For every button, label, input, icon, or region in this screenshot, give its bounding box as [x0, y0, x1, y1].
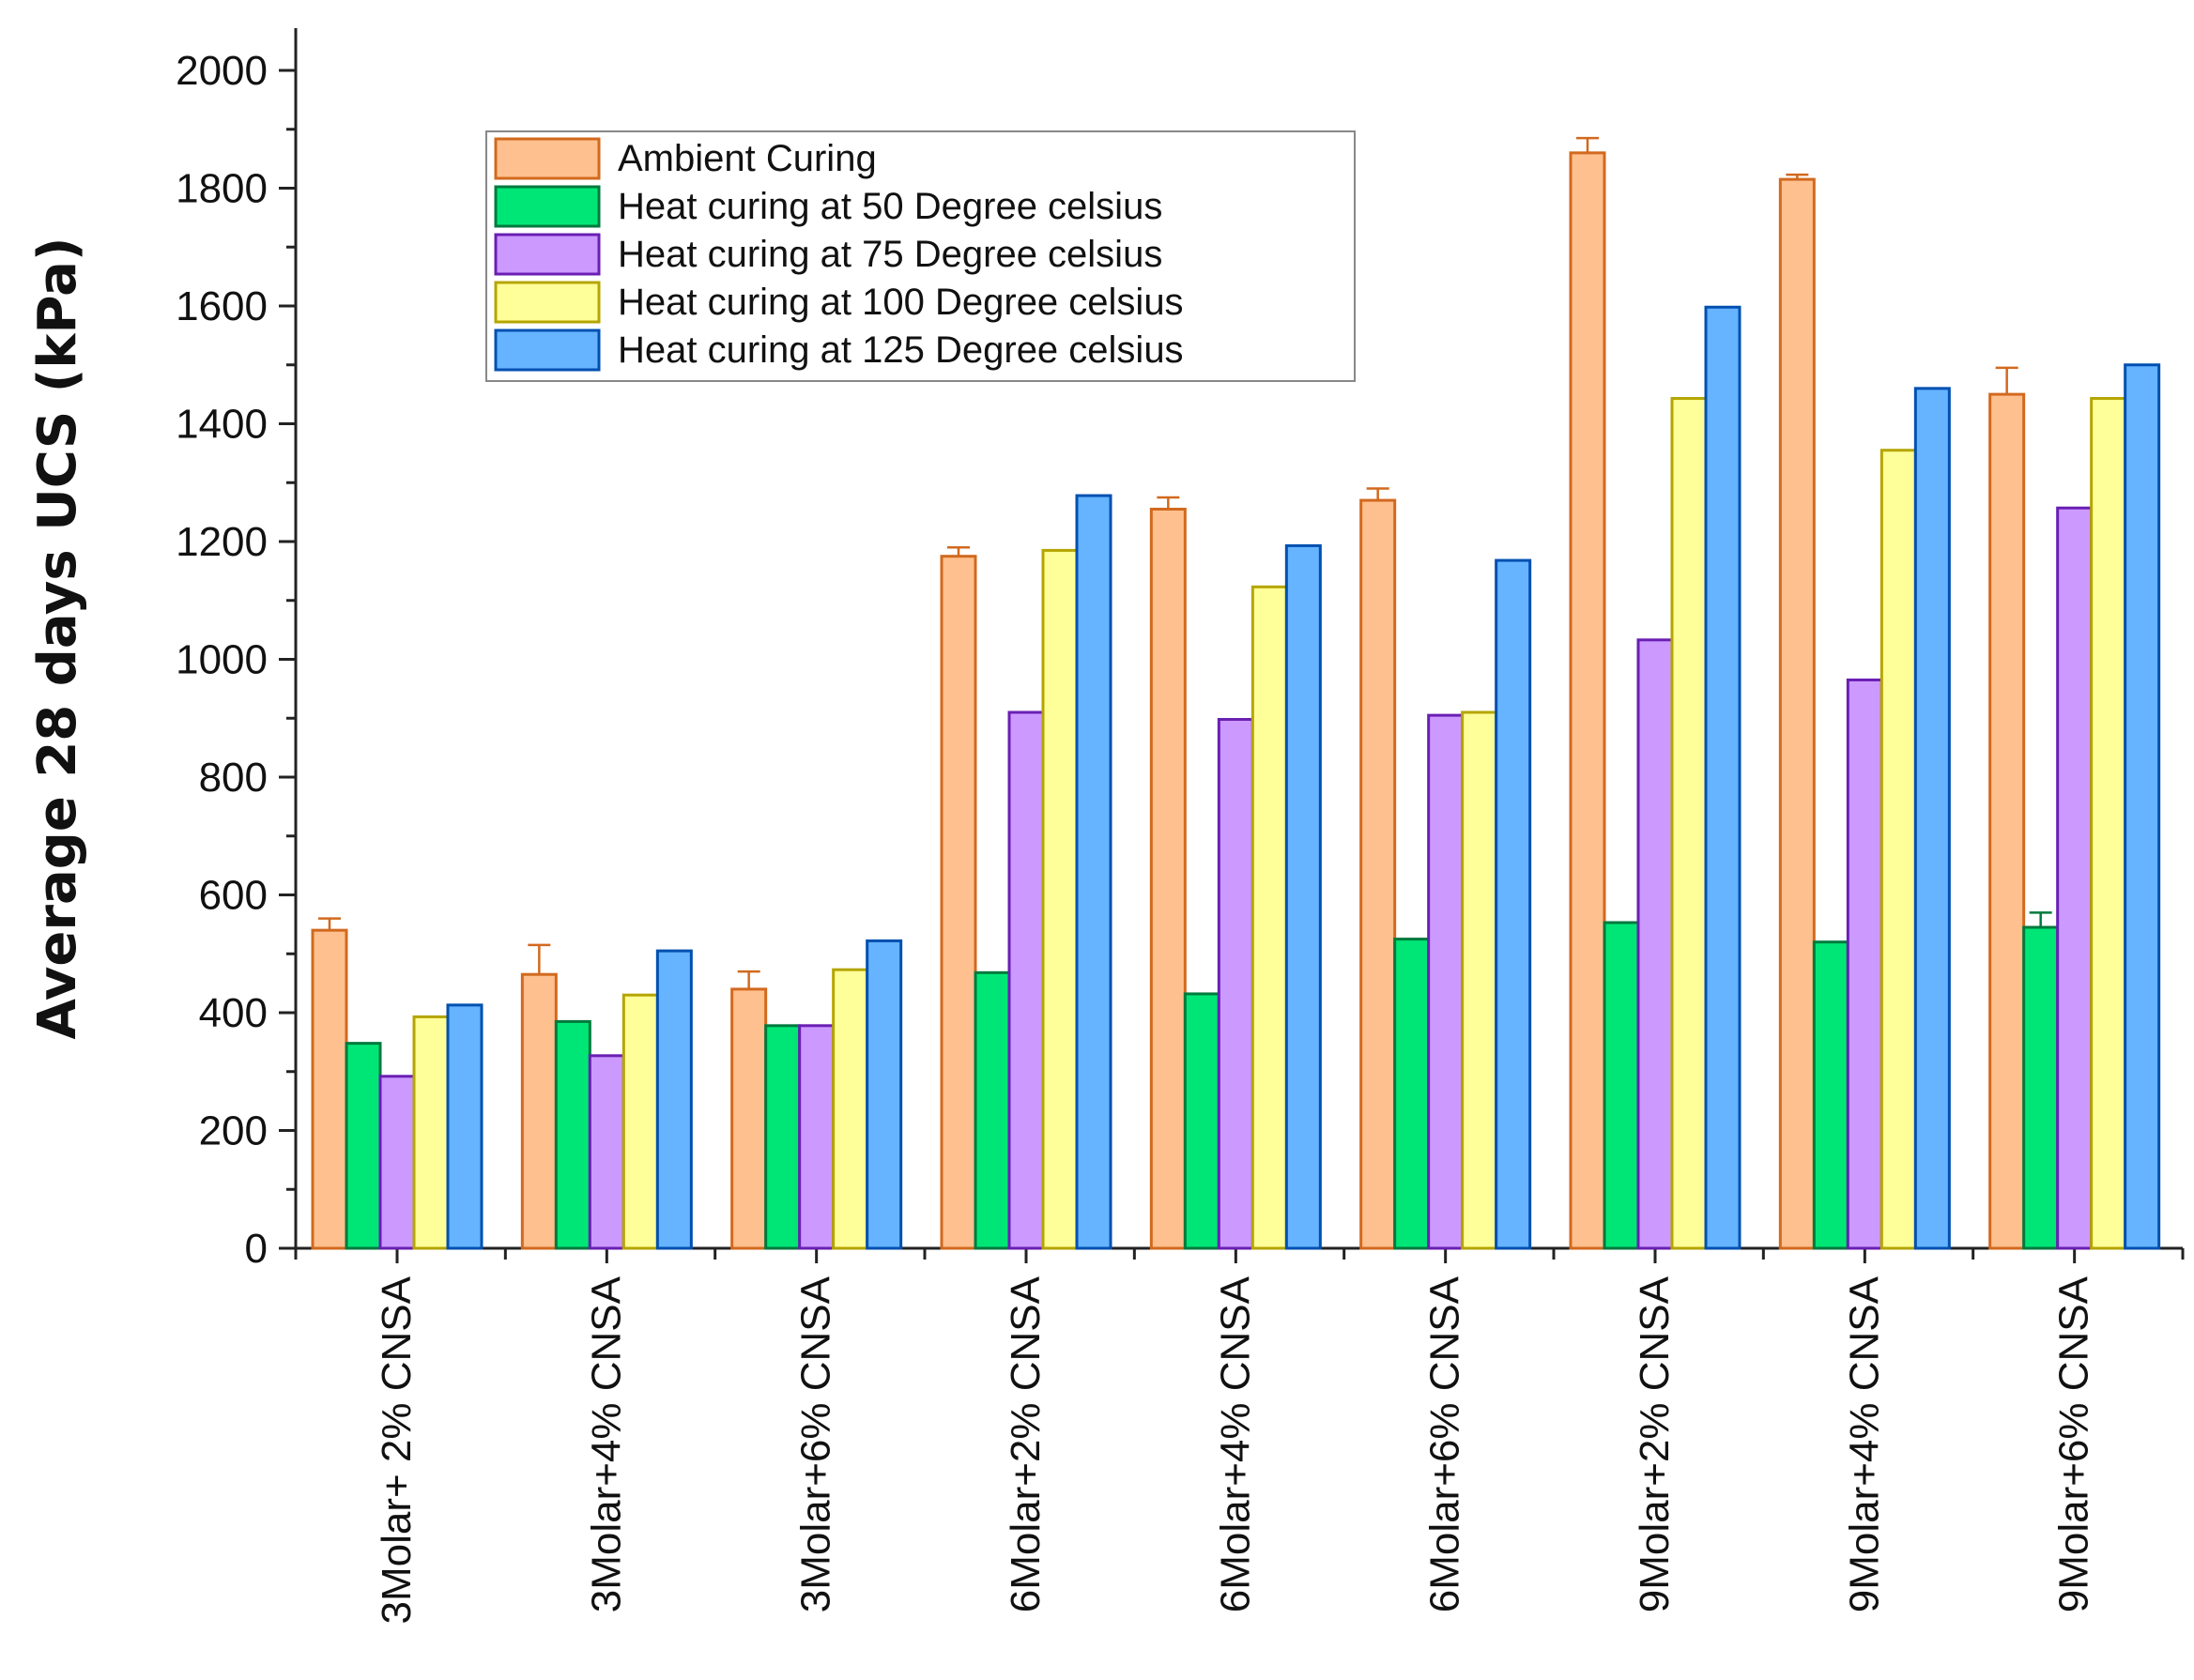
error-bars — [318, 136, 2052, 989]
bar — [1670, 397, 1708, 1250]
bar — [446, 1003, 483, 1250]
y-tick-label: 800 — [199, 755, 268, 801]
bar — [866, 939, 903, 1250]
legend-label: Heat curing at 125 Degree celsius — [618, 329, 1184, 371]
bar — [1812, 940, 1849, 1250]
y-tick-label: 0 — [245, 1226, 268, 1272]
bar — [1988, 392, 2026, 1250]
bar — [798, 1024, 836, 1250]
bar — [1778, 177, 1816, 1250]
bar — [2090, 397, 2127, 1250]
x-tick-label: 3Molar+ 2% CNSA — [374, 1275, 420, 1624]
bar — [832, 968, 869, 1250]
legend-label: Heat curing at 75 Degree celsius — [618, 234, 1162, 275]
x-tick-label: 6Molar+4% CNSA — [1212, 1275, 1258, 1612]
legend-swatch — [494, 328, 601, 372]
legend-label: Heat curing at 100 Degree celsius — [618, 282, 1184, 323]
bar — [588, 1054, 625, 1250]
bar — [1704, 305, 1741, 1250]
bar — [1913, 387, 1951, 1250]
x-tick-label: 3Molar+6% CNSA — [793, 1275, 839, 1612]
bar — [1075, 494, 1112, 1250]
y-tick-label: 1800 — [176, 166, 268, 212]
bar — [2056, 506, 2094, 1250]
x-tick-label: 9Molar+6% CNSA — [2051, 1275, 2097, 1612]
legend-swatch — [494, 137, 601, 180]
axes: 0 200 400 600 800 1000 1200 1400 1600 1800 2000 — [176, 28, 2185, 1272]
bar — [1846, 678, 1883, 1250]
bar — [1041, 548, 1079, 1250]
y-tick-label: 600 — [199, 873, 268, 919]
bar — [655, 949, 693, 1250]
bar — [2022, 925, 2060, 1250]
legend: Ambient Curing Heat curing at 50 Degree c… — [485, 130, 1356, 382]
legend-swatch — [494, 185, 601, 228]
bar — [730, 987, 768, 1250]
bar — [1636, 638, 1674, 1250]
bar — [974, 970, 1011, 1250]
bar — [1183, 992, 1220, 1250]
x-tick-label: 6Molar+6% CNSA — [1422, 1275, 1468, 1612]
bar — [378, 1075, 416, 1250]
bar — [554, 1019, 591, 1250]
legend-label: Heat curing at 50 Degree celsius — [618, 186, 1162, 227]
y-tick-label: 1000 — [176, 637, 268, 683]
bar — [1149, 507, 1187, 1250]
x-tick-label: 3Molar+4% CNSA — [583, 1275, 629, 1612]
y-tick-label: 2000 — [176, 48, 268, 94]
bar — [1461, 710, 1498, 1250]
legend-swatch — [494, 233, 601, 276]
y-tick-label: 1600 — [176, 283, 268, 329]
bar — [1007, 710, 1045, 1250]
legend-label: Ambient Curing — [618, 138, 877, 179]
bar — [412, 1015, 450, 1250]
y-tick-label: 200 — [199, 1108, 268, 1154]
bar — [1359, 498, 1397, 1250]
legend-box — [485, 130, 1356, 382]
bar — [2124, 363, 2161, 1250]
bar — [1427, 713, 1465, 1250]
x-tick-label: 6Molar+2% CNSA — [1003, 1275, 1049, 1612]
x-tick-labels: 3Molar+ 2% CNSA 3Molar+4% CNSA 3Molar+6% C… — [374, 1275, 2097, 1624]
bar — [1879, 449, 1917, 1250]
bar — [1217, 718, 1254, 1250]
bar — [345, 1042, 382, 1250]
bar — [311, 928, 348, 1250]
bar — [1393, 938, 1431, 1250]
bar — [940, 555, 977, 1250]
y-tick-label: 1200 — [176, 519, 268, 565]
y-tick-label: 400 — [199, 990, 268, 1036]
y-axis-title: Average 28 days UCS (kPa) — [27, 237, 88, 1040]
x-tick-label: 9Molar+2% CNSA — [1632, 1275, 1678, 1612]
bar — [1569, 151, 1606, 1250]
bar — [520, 972, 558, 1250]
bars — [311, 151, 2161, 1250]
bar — [621, 993, 659, 1250]
legend-swatch — [494, 281, 601, 324]
bar — [1250, 585, 1288, 1250]
bar — [1284, 543, 1322, 1250]
bar — [764, 1024, 802, 1250]
y-tick-label: 1400 — [176, 402, 268, 448]
x-tick-label: 9Molar+4% CNSA — [1841, 1275, 1887, 1612]
bar — [1603, 921, 1640, 1250]
bar — [1495, 558, 1532, 1250]
